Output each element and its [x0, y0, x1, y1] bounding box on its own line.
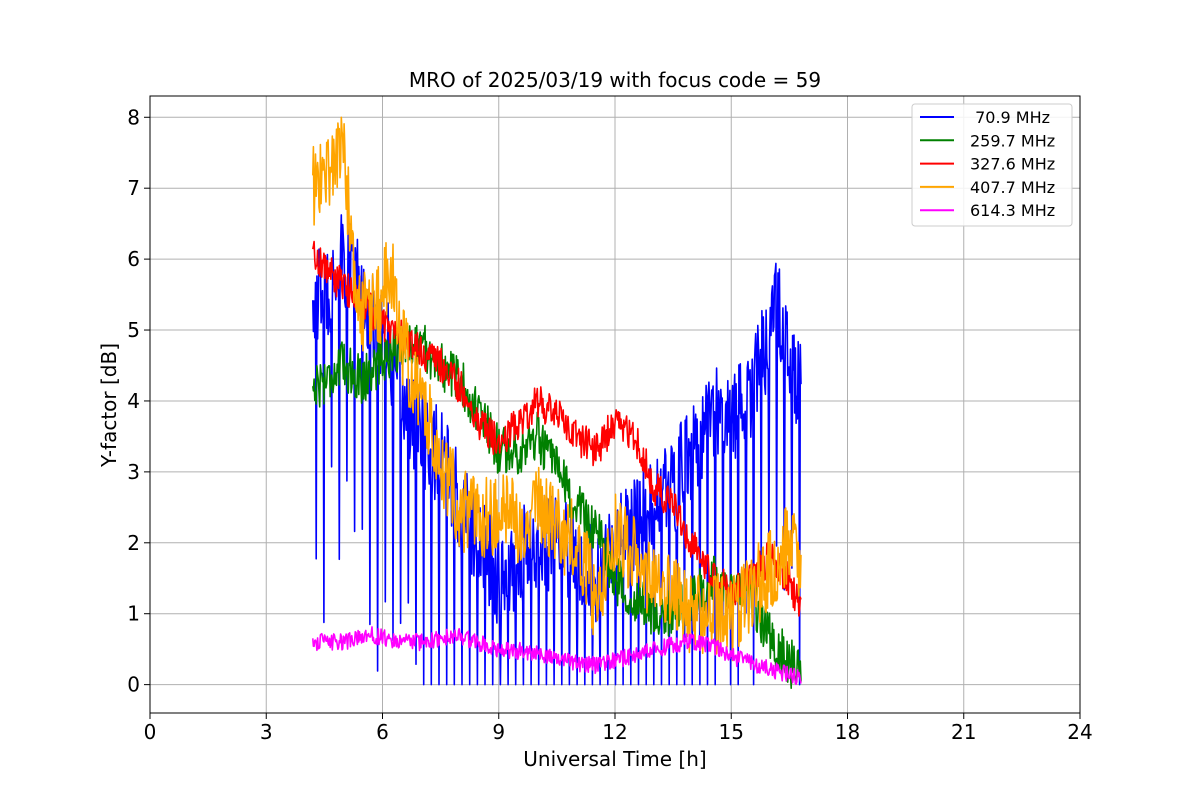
y-axis-label: Y-factor [dB]: [97, 343, 121, 468]
legend-box: [911, 103, 1073, 227]
x-tick-label: 18: [835, 720, 860, 744]
legend-label: 614.3 MHz: [970, 201, 1055, 220]
y-tick-label: 7: [127, 176, 140, 200]
y-tick-label: 8: [127, 105, 140, 129]
series-line: [312, 626, 802, 686]
x-tick-label: 15: [719, 720, 744, 744]
x-tick-label: 3: [260, 720, 273, 744]
legend-label: 259.7 MHz: [970, 131, 1055, 150]
y-tick-label: 0: [127, 673, 140, 697]
series-line: [312, 240, 802, 617]
legend: 70.9 MHz 259.7 MHz 327.6 MHz 407.7 MHz 614.3…: [911, 103, 1073, 227]
legend-label: 407.7 MHz: [970, 178, 1055, 197]
x-tick-label: 24: [1067, 720, 1092, 744]
x-tick-label: 21: [951, 720, 976, 744]
x-tick-label: 12: [602, 720, 627, 744]
y-tick-label: 3: [127, 460, 140, 484]
legend-label: 70.9 MHz: [970, 108, 1050, 127]
legend-label: 327.6 MHz: [970, 155, 1055, 174]
series-line: [312, 116, 802, 662]
y-tick-label: 6: [127, 247, 140, 271]
series-layer: [312, 116, 802, 689]
y-tick-label: 4: [127, 389, 140, 413]
x-axis-label: Universal Time [h]: [523, 747, 706, 771]
y-tick-label: 2: [127, 531, 140, 555]
x-tick-label: 9: [492, 720, 505, 744]
y-tick-label: 1: [127, 602, 140, 626]
y-tick-label: 5: [127, 318, 140, 342]
x-tick-label: 6: [376, 720, 389, 744]
x-tick-label: 0: [144, 720, 157, 744]
chart-title: MRO of 2025/03/19 with focus code = 59: [409, 68, 821, 92]
